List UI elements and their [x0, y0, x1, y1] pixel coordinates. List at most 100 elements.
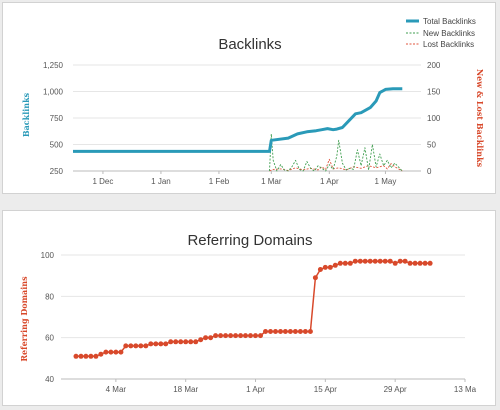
referring-domains-point	[153, 341, 159, 347]
referring-domains-point	[118, 349, 124, 355]
referring-domains-y-tick: 40	[45, 375, 54, 384]
backlinks-tick-labels: 250 0 500 50 750 100 1,000 150 1,250 200 1 Dec 1 Ja…	[43, 61, 441, 186]
referring-domains-point	[128, 343, 134, 349]
new-lost-y-tick: 150	[427, 88, 441, 97]
referring-domains-point	[302, 329, 308, 334]
referring-domains-point	[332, 262, 338, 268]
backlinks-legend[interactable]: Total Backlinks New Backlinks Lost Backl…	[406, 17, 476, 49]
referring-domains-point	[208, 335, 214, 341]
referring-domains-point	[407, 260, 413, 266]
referring-domains-point	[88, 353, 94, 359]
referring-domains-point	[362, 258, 368, 264]
new-backlinks-line	[269, 133, 403, 172]
referring-domains-point	[78, 353, 84, 359]
referring-domains-point	[183, 339, 189, 345]
referring-domains-grid	[61, 254, 466, 382]
backlinks-x-tick: 1 Dec	[92, 177, 113, 186]
backlinks-y-axis-title: Backlinks	[21, 92, 31, 137]
backlinks-y-tick: 1,000	[43, 88, 64, 97]
referring-domains-point	[377, 258, 383, 264]
referring-domains-point	[297, 329, 303, 334]
referring-domains-point	[392, 260, 398, 266]
referring-domains-point	[233, 333, 239, 339]
referring-domains-point	[357, 258, 363, 264]
new-lost-y-tick: 0	[427, 167, 432, 176]
backlinks-y-tick: 750	[50, 114, 64, 123]
referring-domains-point	[317, 267, 323, 272]
backlinks-series	[73, 87, 403, 172]
referring-domains-point	[352, 258, 358, 264]
referring-domains-point	[223, 333, 229, 339]
referring-domains-tick-labels: 40 60 80 100 4 Mar 18 Mar 1 Apr 15 Apr 29 Apr 13 …	[41, 251, 477, 394]
backlinks-x-tick: 1 Jan	[151, 177, 171, 186]
legend-new-label: New Backlinks	[423, 29, 475, 38]
backlinks-y-tick: 1,250	[43, 61, 64, 70]
referring-domains-point	[412, 260, 418, 266]
referring-domains-chart-panel: 40 60 80 100 4 Mar 18 Mar 1 Apr 15 Apr 29 Apr 13 …	[2, 210, 496, 406]
backlinks-x-tick: 1 Mar	[261, 177, 282, 186]
referring-domains-point	[372, 258, 378, 264]
referring-domains-point	[387, 258, 393, 264]
referring-domains-point	[148, 341, 154, 347]
referring-domains-point	[178, 339, 184, 345]
referring-domains-x-tick: 13 Ma	[454, 385, 477, 394]
referring-domains-point	[253, 333, 258, 339]
referring-domains-chart: 40 60 80 100 4 Mar 18 Mar 1 Apr 15 Apr 29 Apr 13 …	[19, 232, 477, 394]
referring-domains-point	[98, 351, 104, 357]
referring-domains-point	[213, 333, 219, 339]
backlinks-y-tick: 250	[50, 167, 64, 176]
backlinks-chart: 250 0 500 50 750 100 1,000 150 1,250 200 1 Dec 1 Ja…	[21, 17, 485, 186]
referring-domains-point	[143, 343, 149, 349]
referring-domains-point	[327, 264, 333, 270]
backlinks-chart-title: Backlinks	[218, 36, 281, 53]
referring-domains-point	[278, 329, 283, 334]
referring-domains-point	[258, 333, 263, 339]
referring-domains-point	[238, 333, 244, 339]
referring-domains-point	[307, 329, 313, 334]
referring-domains-point	[273, 329, 278, 334]
referring-domains-point	[83, 353, 89, 359]
referring-domains-x-tick: 15 Apr	[314, 385, 337, 394]
referring-domains-point	[263, 329, 268, 334]
referring-domains-y-tick: 80	[45, 292, 54, 301]
referring-domains-point	[287, 329, 293, 334]
referring-domains-x-tick: 18 Mar	[173, 385, 198, 394]
referring-domains-point	[422, 260, 428, 266]
referring-domains-y-tick: 60	[45, 334, 54, 343]
referring-domains-point	[382, 258, 388, 264]
referring-domains-series	[73, 258, 433, 359]
referring-domains-y-axis-title: Referring Domains	[19, 276, 29, 362]
referring-domains-point	[193, 339, 199, 345]
referring-domains-x-tick: 29 Apr	[384, 385, 407, 394]
referring-domains-point	[73, 353, 79, 359]
referring-domains-point	[168, 339, 174, 345]
referring-domains-point	[248, 333, 253, 339]
referring-domains-line	[76, 260, 431, 358]
total-backlinks-line	[73, 87, 403, 153]
referring-domains-point	[188, 339, 194, 345]
referring-domains-point	[198, 337, 204, 343]
referring-domains-point	[158, 341, 164, 347]
referring-domains-point	[93, 353, 99, 359]
referring-domains-point	[417, 260, 423, 266]
referring-domains-point	[337, 260, 343, 266]
referring-domains-point	[133, 343, 139, 349]
referring-domains-point	[108, 349, 114, 355]
new-lost-y-axis-title: New & Lost Backlinks	[475, 69, 485, 168]
referring-domains-point	[427, 260, 433, 266]
referring-domains-point	[322, 264, 328, 270]
referring-domains-y-tick: 100	[41, 251, 55, 260]
backlinks-chart-panel: 250 0 500 50 750 100 1,000 150 1,250 200 1 Dec 1 Ja…	[2, 2, 496, 194]
referring-domains-point	[282, 329, 288, 334]
referring-domains-point	[228, 333, 234, 339]
backlinks-x-tick: 1 Apr	[320, 177, 339, 186]
backlinks-x-tick: 1 Feb	[209, 177, 230, 186]
new-lost-y-tick: 200	[427, 61, 441, 70]
referring-domains-point	[402, 258, 408, 264]
legend-total-label: Total Backlinks	[423, 17, 476, 26]
referring-domains-point	[342, 260, 348, 266]
legend-lost-label: Lost Backlinks	[423, 40, 474, 49]
referring-domains-point	[218, 333, 224, 339]
referring-domains-point	[123, 343, 129, 349]
referring-domains-point	[138, 343, 144, 349]
